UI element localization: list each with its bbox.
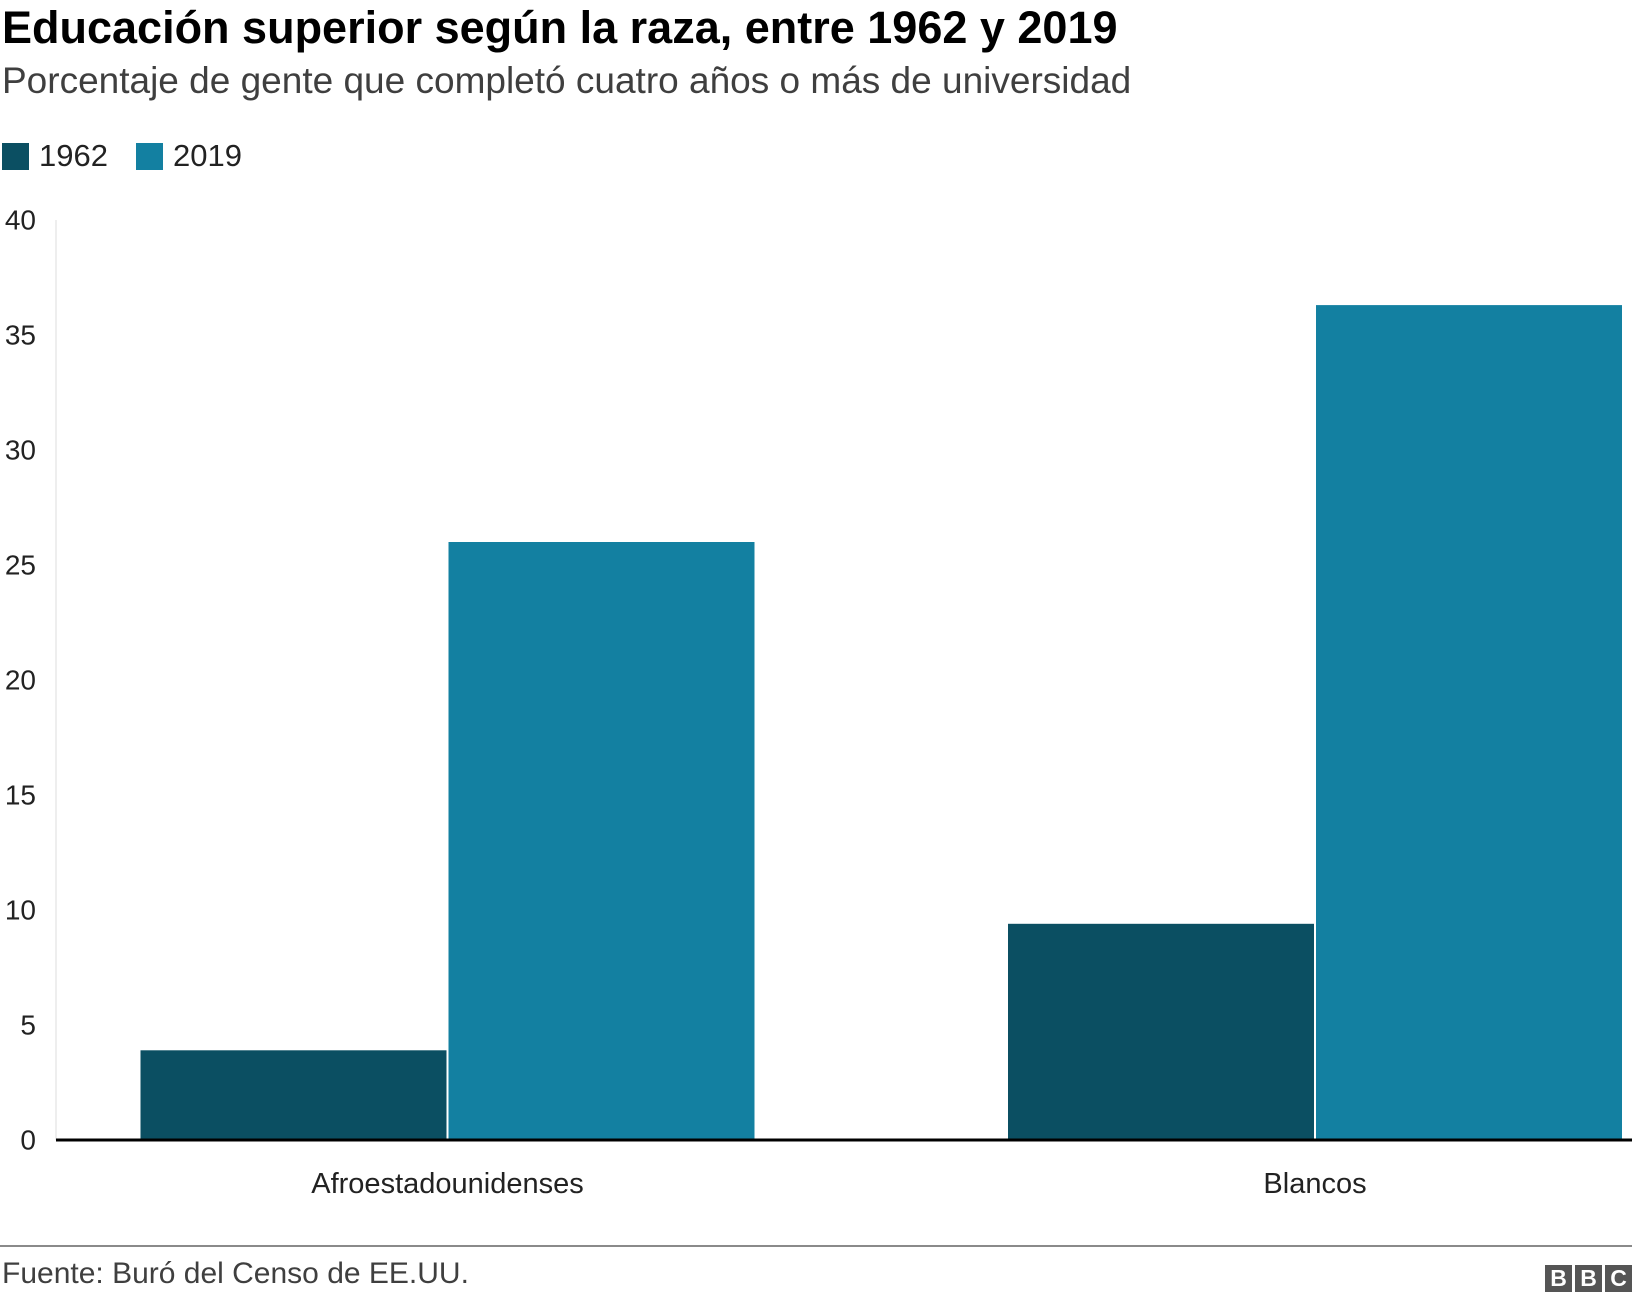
chart-subtitle: Porcentaje de gente que completó cuatro … (2, 60, 1132, 101)
chart-title: Educación superior según la raza, entre … (2, 2, 1118, 53)
bbc-logo-letter: B (1575, 1265, 1602, 1292)
y-tick-label: 40 (5, 205, 36, 236)
bar-1962-0 (140, 1050, 447, 1140)
legend: 1962 2019 (2, 136, 242, 176)
bbc-logo-letter: C (1605, 1265, 1632, 1292)
legend-label-1962: 1962 (39, 138, 108, 173)
y-tick-label: 0 (20, 1125, 36, 1156)
legend-swatch-2019 (135, 142, 163, 170)
source-note: Fuente: Buró del Censo de EE.UU. (2, 1257, 469, 1290)
y-tick-label: 20 (5, 665, 36, 696)
y-tick-label: 5 (20, 1010, 36, 1041)
legend-swatch-1962 (2, 142, 29, 170)
bar-2019-0 (448, 542, 755, 1140)
y-tick-label: 15 (5, 780, 36, 811)
y-tick-label: 10 (5, 895, 36, 926)
bar-1962-1 (1008, 923, 1314, 1140)
y-tick-label: 25 (5, 550, 36, 581)
legend-item-2019: 2019 (135, 138, 242, 174)
y-tick-label: 30 (5, 435, 36, 466)
bbc-logo: B B C (1545, 1265, 1632, 1292)
bar-chart: 0 5 10 15 20 25 30 35 40 Afroestadounidenses Blanc… (5, 205, 1632, 1200)
bbc-logo-letter: B (1545, 1265, 1572, 1292)
x-category-label: Afroestadounidenses (311, 1168, 583, 1200)
footer-divider (0, 1245, 1632, 1247)
legend-item-1962: 1962 (2, 138, 108, 174)
x-category-label: Blancos (1263, 1168, 1366, 1200)
bar-2019-1 (1316, 305, 1622, 1141)
legend-label-2019: 2019 (172, 138, 242, 173)
y-tick-label: 35 (5, 320, 36, 351)
